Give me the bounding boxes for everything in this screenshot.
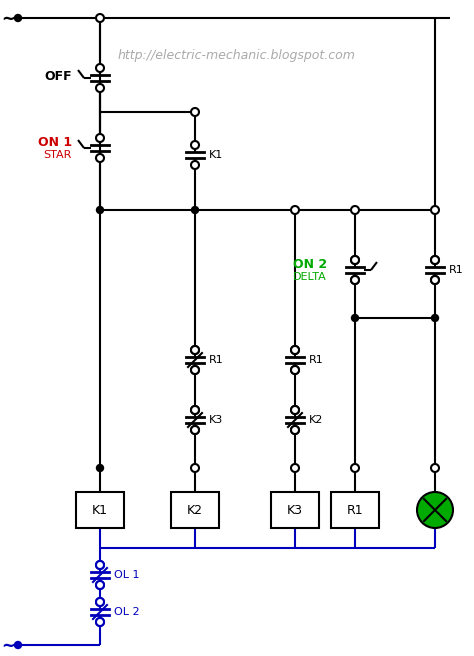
Circle shape — [291, 426, 299, 434]
Circle shape — [97, 464, 103, 472]
Circle shape — [291, 206, 299, 214]
Circle shape — [96, 154, 104, 162]
Circle shape — [291, 366, 299, 374]
Text: http://electric-mechanic.blogspot.com: http://electric-mechanic.blogspot.com — [118, 49, 356, 62]
Circle shape — [96, 64, 104, 72]
Circle shape — [191, 161, 199, 169]
Circle shape — [96, 581, 104, 589]
Circle shape — [351, 256, 359, 264]
Circle shape — [96, 84, 104, 92]
Circle shape — [191, 108, 199, 116]
Text: R1: R1 — [309, 355, 324, 365]
Text: DELTA: DELTA — [293, 272, 327, 282]
Text: OL 1: OL 1 — [114, 570, 139, 580]
Circle shape — [431, 276, 439, 284]
Text: K2: K2 — [309, 415, 323, 425]
Circle shape — [291, 346, 299, 354]
Circle shape — [191, 366, 199, 374]
Circle shape — [96, 618, 104, 626]
Circle shape — [191, 141, 199, 149]
Circle shape — [431, 464, 439, 472]
Circle shape — [96, 561, 104, 569]
Circle shape — [191, 366, 199, 374]
Text: K3: K3 — [287, 504, 303, 516]
Circle shape — [431, 314, 438, 321]
Text: ON 2: ON 2 — [293, 258, 327, 270]
Circle shape — [96, 14, 104, 22]
Circle shape — [191, 406, 199, 414]
Circle shape — [96, 561, 104, 569]
Circle shape — [351, 464, 359, 472]
Circle shape — [96, 598, 104, 606]
Text: STAR: STAR — [44, 150, 72, 160]
Bar — [271, 492, 319, 528]
Circle shape — [417, 492, 453, 528]
Text: R1: R1 — [209, 355, 224, 365]
Text: ~: ~ — [1, 637, 15, 655]
Circle shape — [351, 206, 359, 214]
Text: K1: K1 — [209, 150, 223, 160]
Circle shape — [15, 642, 21, 649]
Circle shape — [351, 276, 359, 284]
Circle shape — [291, 406, 299, 414]
Text: OFF: OFF — [45, 70, 72, 83]
Bar — [331, 492, 379, 528]
Circle shape — [96, 618, 104, 626]
Circle shape — [96, 134, 104, 142]
Text: OL 2: OL 2 — [114, 607, 140, 617]
Circle shape — [431, 206, 439, 214]
Bar — [76, 492, 124, 528]
Text: R1: R1 — [449, 265, 464, 275]
Bar — [171, 492, 219, 528]
Circle shape — [191, 426, 199, 434]
Circle shape — [96, 598, 104, 606]
Circle shape — [291, 366, 299, 374]
Circle shape — [431, 276, 439, 284]
Text: ~: ~ — [1, 10, 15, 28]
Circle shape — [191, 406, 199, 414]
Circle shape — [96, 581, 104, 589]
Circle shape — [191, 346, 199, 354]
Circle shape — [291, 464, 299, 472]
Circle shape — [351, 276, 359, 284]
Circle shape — [97, 207, 103, 213]
Circle shape — [291, 406, 299, 414]
Text: K2: K2 — [187, 504, 203, 516]
Circle shape — [431, 256, 439, 264]
Circle shape — [431, 256, 439, 264]
Circle shape — [191, 426, 199, 434]
Circle shape — [191, 207, 199, 213]
Circle shape — [191, 346, 199, 354]
Circle shape — [291, 426, 299, 434]
Text: R1: R1 — [346, 504, 363, 516]
Circle shape — [15, 14, 21, 22]
Circle shape — [351, 256, 359, 264]
Text: K1: K1 — [92, 504, 108, 516]
Text: K3: K3 — [209, 415, 223, 425]
Circle shape — [191, 464, 199, 472]
Circle shape — [291, 346, 299, 354]
Text: ON 1: ON 1 — [38, 136, 72, 148]
Circle shape — [352, 314, 358, 321]
